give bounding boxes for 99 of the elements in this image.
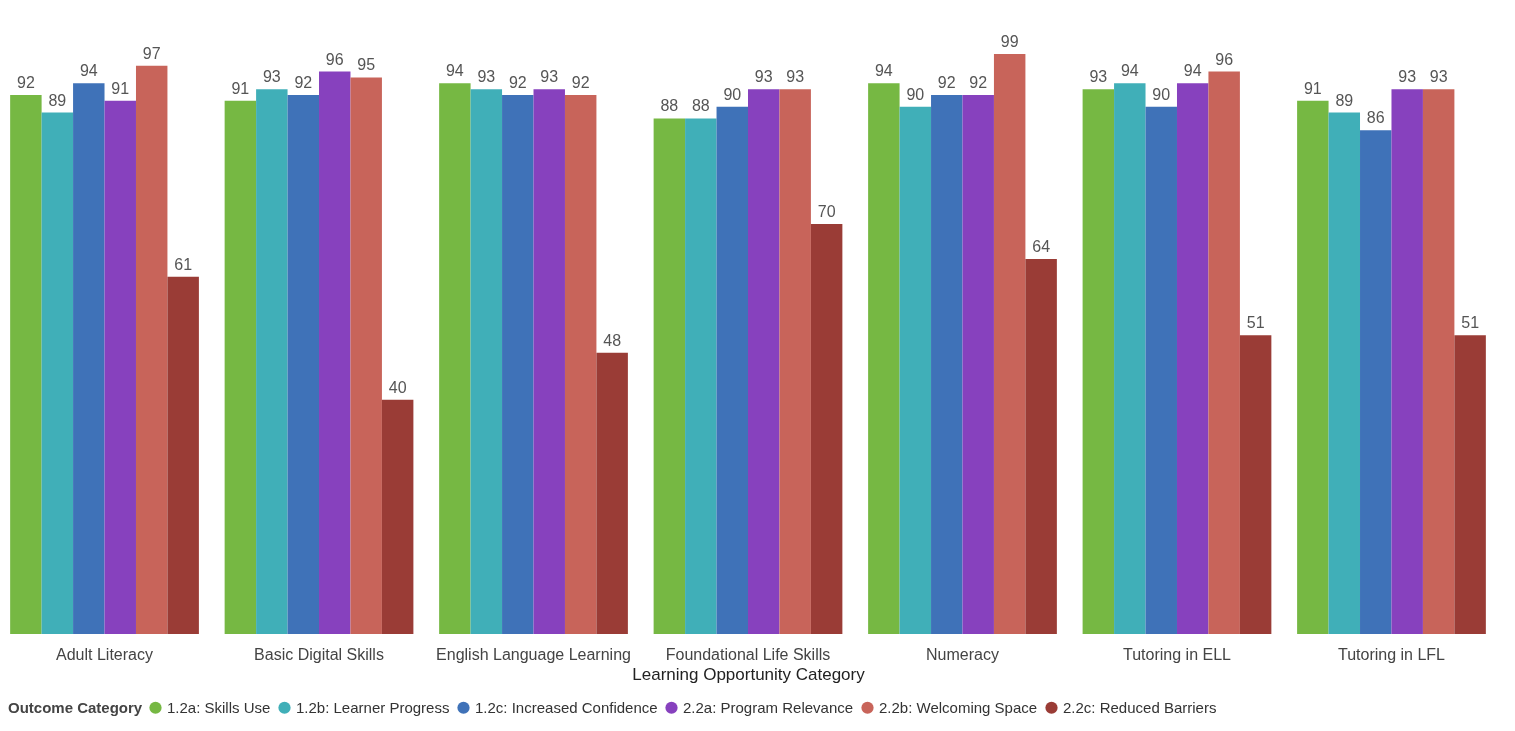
legend-label: 1.2b: Learner Progress bbox=[296, 698, 450, 716]
bar bbox=[1025, 259, 1057, 634]
data-label: 99 bbox=[1000, 33, 1019, 50]
bar bbox=[748, 89, 780, 634]
data-label: 92 bbox=[16, 74, 35, 92]
data-label: 86 bbox=[1366, 109, 1385, 127]
bar bbox=[1208, 71, 1240, 634]
data-label: 88 bbox=[660, 97, 679, 115]
bar bbox=[810, 223, 843, 634]
data-label: 96 bbox=[325, 50, 344, 68]
bar bbox=[1328, 112, 1361, 634]
legend-label: 1.2c: Increased Confidence bbox=[475, 698, 658, 716]
bar bbox=[167, 276, 199, 634]
data-label: 91 bbox=[111, 79, 130, 97]
data-label: 91 bbox=[1303, 79, 1322, 97]
bar bbox=[256, 89, 288, 634]
bar bbox=[470, 89, 503, 634]
legend-label: 2.2c: Reduced Barriers bbox=[1063, 698, 1217, 716]
bar bbox=[381, 399, 414, 634]
bar bbox=[224, 100, 257, 634]
data-label: 92 bbox=[294, 74, 313, 92]
bar bbox=[73, 83, 105, 634]
legend-label: 2.2a: Program Relevance bbox=[683, 698, 854, 716]
data-label: 91 bbox=[231, 79, 250, 97]
data-label: 93 bbox=[540, 68, 559, 86]
bar bbox=[716, 106, 748, 634]
x-tick-label: Tutoring in LFL bbox=[1337, 645, 1446, 663]
x-tick-label: English Language Learning bbox=[436, 645, 631, 663]
bar bbox=[135, 65, 168, 634]
data-label: 48 bbox=[603, 331, 622, 349]
data-label: 93 bbox=[754, 68, 773, 86]
data-label: 90 bbox=[723, 85, 742, 103]
bar bbox=[1145, 106, 1177, 634]
data-label: 94 bbox=[1183, 62, 1202, 80]
bar bbox=[962, 95, 994, 634]
bar bbox=[564, 95, 597, 634]
bar bbox=[653, 118, 686, 634]
bar bbox=[1391, 89, 1423, 634]
data-label: 70 bbox=[817, 202, 836, 220]
x-axis-title: Learning Opportunity Category bbox=[632, 664, 866, 684]
data-label: 96 bbox=[1215, 50, 1234, 68]
bar bbox=[931, 95, 963, 634]
bar bbox=[993, 54, 1026, 634]
data-label: 89 bbox=[48, 91, 67, 109]
data-label: 93 bbox=[1429, 68, 1448, 86]
bar bbox=[868, 83, 900, 634]
x-tick-label: Numeracy bbox=[926, 645, 999, 663]
data-label: 92 bbox=[571, 74, 590, 92]
data-label: 93 bbox=[1398, 68, 1417, 86]
x-tick-label: Adult Literacy bbox=[56, 645, 153, 663]
data-label: 90 bbox=[1152, 85, 1171, 103]
data-label: 94 bbox=[1120, 62, 1139, 80]
data-label: 61 bbox=[174, 255, 193, 273]
data-label: 92 bbox=[937, 74, 956, 92]
bar bbox=[779, 89, 811, 634]
bar bbox=[439, 83, 471, 634]
legend-label: 1.2a: Skills Use bbox=[167, 698, 271, 716]
data-label: 93 bbox=[477, 68, 496, 86]
data-label: 51 bbox=[1246, 314, 1265, 332]
bar bbox=[502, 95, 534, 634]
bar bbox=[533, 89, 565, 634]
data-label: 93 bbox=[262, 68, 281, 86]
bar bbox=[41, 112, 74, 634]
data-label: 88 bbox=[691, 97, 710, 115]
bar bbox=[1422, 89, 1455, 634]
data-label: 89 bbox=[1335, 91, 1354, 109]
data-label: 51 bbox=[1461, 314, 1480, 332]
bar bbox=[287, 95, 320, 634]
bar bbox=[1454, 335, 1486, 634]
x-tick-label: Tutoring in ELL bbox=[1123, 645, 1232, 663]
data-label: 97 bbox=[142, 44, 161, 62]
bar bbox=[1360, 130, 1392, 634]
bar bbox=[104, 100, 136, 634]
legend-title: Outcome Category bbox=[8, 699, 143, 716]
x-tick-label: Basic Digital Skills bbox=[254, 645, 384, 663]
x-tick-label: Foundational Life Skills bbox=[665, 645, 831, 663]
data-label: 94 bbox=[445, 62, 464, 80]
data-label: 64 bbox=[1032, 238, 1051, 256]
legend-label: 2.2b: Welcoming Space bbox=[879, 698, 1038, 716]
data-label: 93 bbox=[786, 68, 805, 86]
bar bbox=[1239, 335, 1272, 634]
bar bbox=[319, 71, 351, 634]
bar bbox=[1082, 89, 1115, 634]
data-label: 92 bbox=[969, 74, 988, 92]
bar bbox=[1297, 100, 1329, 634]
bar bbox=[1176, 83, 1209, 634]
data-label: 95 bbox=[357, 56, 376, 74]
bar bbox=[350, 77, 382, 634]
data-label: 93 bbox=[1089, 68, 1108, 86]
bar bbox=[899, 106, 932, 634]
bar bbox=[685, 118, 717, 634]
data-label: 92 bbox=[508, 74, 527, 92]
data-label: 90 bbox=[906, 85, 925, 103]
bar bbox=[10, 95, 42, 634]
bar bbox=[596, 352, 628, 634]
bar bbox=[1114, 83, 1146, 634]
data-label: 94 bbox=[79, 62, 98, 80]
data-label: 94 bbox=[874, 62, 893, 80]
data-label: 40 bbox=[388, 378, 407, 396]
